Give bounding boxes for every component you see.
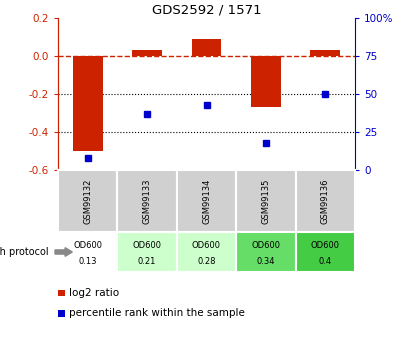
Title: GDS2592 / 1571: GDS2592 / 1571	[152, 4, 261, 17]
Text: 0.34: 0.34	[257, 257, 275, 266]
Bar	[192, 39, 221, 56]
Text: OD600: OD600	[251, 241, 280, 250]
Text: GSM99132: GSM99132	[83, 178, 92, 224]
Text: GSM99134: GSM99134	[202, 178, 211, 224]
Text: percentile rank within the sample: percentile rank within the sample	[69, 308, 245, 318]
Text: GSM99133: GSM99133	[143, 178, 152, 224]
Text: 0.21: 0.21	[138, 257, 156, 266]
Text: GSM99135: GSM99135	[262, 178, 270, 224]
Text: OD600: OD600	[133, 241, 162, 250]
Text: 0.13: 0.13	[79, 257, 97, 266]
Bar	[310, 50, 340, 56]
Text: log2 ratio: log2 ratio	[69, 288, 119, 298]
Text: 0.28: 0.28	[197, 257, 216, 266]
Bar	[251, 56, 281, 107]
Text: GSM99136: GSM99136	[321, 178, 330, 224]
Bar	[73, 56, 102, 151]
Text: growth protocol: growth protocol	[0, 247, 49, 257]
Bar	[132, 50, 162, 56]
Text: 0.4: 0.4	[319, 257, 332, 266]
Text: OD600: OD600	[192, 241, 221, 250]
Text: OD600: OD600	[311, 241, 340, 250]
Text: OD600: OD600	[73, 241, 102, 250]
